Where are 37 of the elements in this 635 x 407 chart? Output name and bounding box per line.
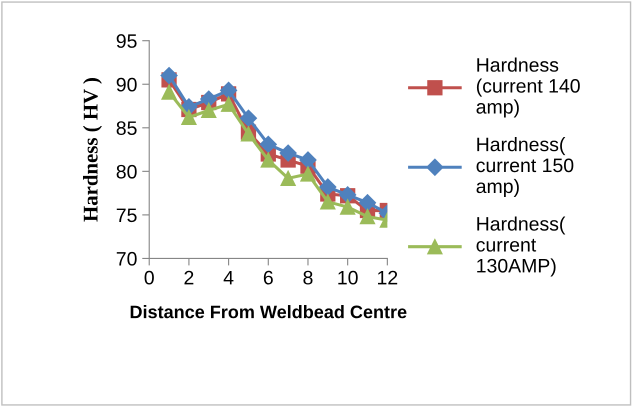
y-tick-label: 75 [116, 208, 137, 222]
point [360, 209, 376, 224]
point [260, 136, 277, 153]
y-tick-label: 80 [116, 164, 137, 179]
point [220, 96, 236, 112]
point [319, 178, 336, 196]
x-tick-label: 6 [264, 270, 273, 285]
y-tick-label: 95 [116, 34, 137, 48]
y-tick-label: 90 [116, 78, 137, 92]
legend-label: Hardness( current 150 amp) [476, 136, 574, 197]
y-tick-label: 85 [116, 121, 137, 136]
x-tick-label: 12 [378, 270, 398, 284]
point [160, 66, 178, 84]
point [201, 102, 216, 118]
x-tick-label: 4 [224, 270, 234, 284]
point [260, 152, 276, 168]
y-tick-label: 70 [116, 252, 137, 266]
point [220, 82, 238, 99]
legend-label: Hardness( current 130AMP) [476, 216, 566, 276]
x-tick-label: 8 [303, 270, 313, 285]
point [240, 110, 257, 127]
x-tick-label: 0 [144, 270, 154, 285]
point [299, 151, 317, 169]
y-axis-title: Hardness ( HV ) [83, 78, 102, 222]
x-axis-title: Distance From Weldbead Centre [130, 305, 406, 318]
point [320, 194, 336, 210]
legend-label: Hardness (current 140 amp) [476, 58, 580, 118]
point [280, 170, 296, 186]
point [300, 166, 316, 182]
x-tick-label: 10 [338, 270, 358, 285]
point [161, 84, 177, 100]
point [200, 90, 218, 108]
x-tick-label: 2 [184, 270, 194, 284]
point [181, 110, 197, 125]
point [358, 194, 376, 212]
point [280, 144, 297, 162]
point [340, 199, 356, 215]
